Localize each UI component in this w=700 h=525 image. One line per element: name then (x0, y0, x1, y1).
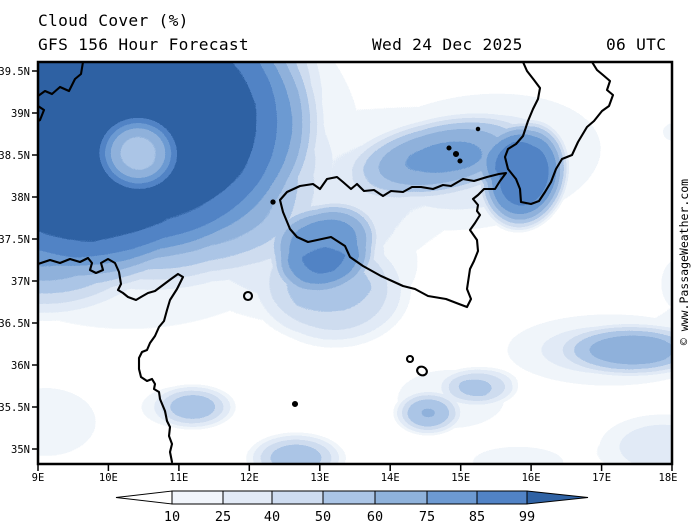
cloud-density-blob (556, 323, 672, 377)
cloud-density-blob (247, 432, 345, 464)
latitude-ticks (32, 70, 38, 450)
cloud-density-blob (150, 384, 236, 430)
longitude-ticks (37, 464, 673, 471)
colorbar-cell (322, 490, 376, 505)
latitude-tick-label: 36.5N (0, 318, 30, 330)
longitude-tick-label: 11E (169, 472, 188, 484)
longitude-tick-label: 10E (99, 472, 118, 484)
island-pantelleria (242, 290, 254, 302)
longitude-tick-label: 9E (32, 472, 45, 484)
forecast-time: 06 UTC (606, 35, 666, 54)
coastlines (38, 62, 615, 464)
colorbar-over-arrow (526, 490, 589, 505)
cloud-clear-spot (94, 113, 182, 193)
colorbar-cell (171, 490, 224, 505)
cloud-density-blob (38, 366, 128, 464)
longitude-tick-label: 15E (451, 472, 470, 484)
colorbar-cell (374, 490, 428, 505)
colorbar-cell (426, 490, 478, 505)
island-gozo (405, 354, 415, 364)
forecast-date: Wed 24 Dec 2025 (372, 35, 523, 54)
cloud-density-blob (420, 429, 616, 464)
island-malta (416, 365, 428, 377)
watermark-text: © www.PassageWeather.com (677, 179, 691, 345)
latitude-tick-label: 37.5N (0, 234, 30, 246)
island-stromboli (475, 126, 481, 132)
coastline-sicily (278, 171, 508, 309)
island-aeolian-2 (452, 150, 460, 158)
colorbar-tick-label: 75 (419, 509, 435, 525)
colorbar (115, 490, 589, 505)
colorbar-tick-label: 50 (315, 509, 331, 525)
latitude-tick-label: 36N (11, 360, 30, 372)
colorbar-cell (476, 490, 528, 505)
colorbar-tick-label: 10 (164, 509, 180, 525)
longitude-tick-label: 12E (240, 472, 259, 484)
longitude-axis: 9E 10E 11E 12E 13E 14E 15E 16E 17E 18E (32, 472, 678, 484)
colorbar-under-arrow (115, 490, 173, 505)
map-title: Cloud Cover (%) (38, 11, 189, 30)
latitude-tick-label: 39.5N (0, 66, 30, 78)
longitude-tick-label: 14E (381, 472, 400, 484)
map-frame (36, 60, 674, 466)
longitude-tick-label: 17E (592, 472, 611, 484)
latitude-tick-label: 35.5N (0, 402, 30, 414)
colorbar-cell (222, 490, 273, 505)
longitude-tick-label: 13E (310, 472, 329, 484)
cloud-density-blob (392, 391, 462, 437)
cloud-density-blob (480, 119, 570, 235)
latitude-tick-label: 35N (11, 444, 30, 456)
colorbar-tick-label: 25 (215, 509, 231, 525)
longitude-tick-label: 16E (522, 472, 541, 484)
island-aeolian-3 (457, 158, 463, 164)
forecast-model-label: GFS 156 Hour Forecast (38, 35, 249, 54)
latitude-tick-label: 37N (11, 276, 30, 288)
coastline-tunisia (38, 256, 185, 464)
island-egadi (270, 199, 276, 205)
island-lampedusa (291, 400, 299, 408)
map-area (38, 62, 672, 464)
latitude-tick-label: 39N (11, 108, 30, 120)
cloud-density-blob (439, 366, 521, 406)
island-aeolian-1 (446, 145, 452, 151)
longitude-tick-label: 18E (659, 472, 678, 484)
colorbar-tick-label: 85 (469, 509, 485, 525)
coastline-calabria (503, 62, 615, 206)
colorbar-tick-label: 99 (519, 509, 535, 525)
cloud-cover-field (38, 62, 672, 464)
cloud-density-blob (270, 201, 380, 293)
colorbar-cell (271, 490, 324, 505)
latitude-axis: 39.5N 39N 38.5N 38N 37.5N 37N 36.5N 36N … (0, 66, 30, 456)
colorbar-tick-label: 60 (367, 509, 383, 525)
coastline-sardinia (38, 62, 85, 98)
cloud-density-blob (648, 111, 672, 153)
latitude-tick-label: 38N (11, 192, 30, 204)
colorbar-tick-label: 40 (264, 509, 280, 525)
colorbar-labels: 10 25 40 50 60 75 85 99 (164, 509, 535, 525)
cloud-density-blob (646, 236, 672, 332)
latitude-tick-label: 38.5N (0, 150, 30, 162)
